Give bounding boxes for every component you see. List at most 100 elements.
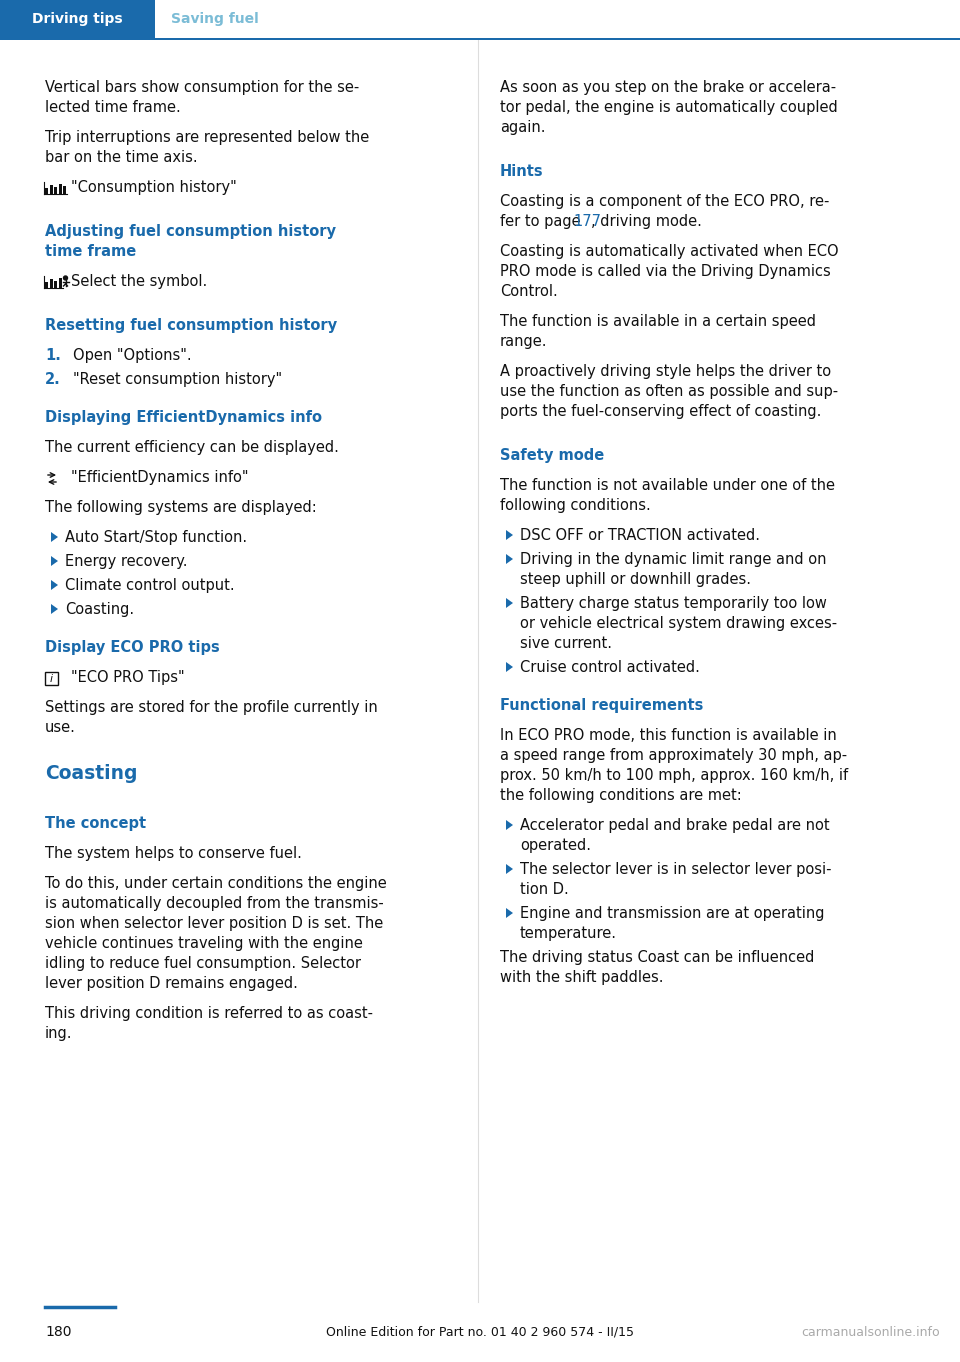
Bar	[0, 0, 155, 38]
Text: 1.: 1.	[45, 349, 60, 364]
Text: The function is not available under one of the: The function is not available under one …	[500, 478, 835, 493]
Polygon shape	[506, 662, 513, 671]
Polygon shape	[51, 580, 58, 590]
Polygon shape	[506, 864, 513, 874]
Text: use.: use.	[45, 720, 76, 735]
Text: Coasting is a component of the ECO PRO, re-: Coasting is a component of the ECO PRO, …	[500, 193, 829, 208]
Bar	[54, 187, 57, 193]
Text: Resetting fuel consumption history: Resetting fuel consumption history	[45, 317, 337, 332]
Text: The driving status Coast can be influenced: The driving status Coast can be influenc…	[500, 951, 814, 966]
Text: sive current.: sive current.	[520, 636, 612, 651]
Bar	[54, 281, 57, 287]
Text: The system helps to conserve fuel.: The system helps to conserve fuel.	[45, 846, 301, 861]
Bar	[59, 278, 61, 287]
Text: 177: 177	[573, 214, 601, 229]
Text: Energy recovery.: Energy recovery.	[65, 554, 187, 569]
Text: ports the fuel-conserving effect of coasting.: ports the fuel-conserving effect of coas…	[500, 405, 822, 419]
Bar	[63, 187, 66, 193]
Text: PRO mode is called via the Driving Dynamics: PRO mode is called via the Driving Dynam…	[500, 264, 830, 279]
Text: vehicle continues traveling with the engine: vehicle continues traveling with the eng…	[45, 936, 363, 951]
Text: Climate control output.: Climate control output.	[65, 577, 234, 592]
Text: following conditions.: following conditions.	[500, 498, 651, 513]
Text: prox. 50 km/h to 100 mph, approx. 160 km/h, if: prox. 50 km/h to 100 mph, approx. 160 km…	[500, 768, 848, 783]
Text: tor pedal, the engine is automatically coupled: tor pedal, the engine is automatically c…	[500, 99, 838, 114]
Text: 2.: 2.	[45, 372, 60, 387]
Polygon shape	[506, 908, 513, 918]
Text: This driving condition is referred to as coast-: This driving condition is referred to as…	[45, 1007, 373, 1022]
Text: Engine and transmission are at operating: Engine and transmission are at operating	[520, 906, 825, 921]
Text: Settings are stored for the profile currently in: Settings are stored for the profile curr…	[45, 700, 377, 715]
Bar	[45, 671, 58, 685]
Bar	[45, 282, 48, 287]
Text: The current efficiency can be displayed.: The current efficiency can be displayed.	[45, 440, 339, 455]
Text: The following systems are displayed:: The following systems are displayed:	[45, 500, 317, 515]
Text: Select the symbol.: Select the symbol.	[71, 274, 207, 289]
Polygon shape	[506, 598, 513, 607]
Text: "ECO PRO Tips": "ECO PRO Tips"	[71, 670, 184, 685]
Text: Hints: Hints	[500, 163, 543, 178]
Text: Vertical bars show consumption for the se-: Vertical bars show consumption for the s…	[45, 80, 359, 95]
Text: Adjusting fuel consumption history: Adjusting fuel consumption history	[45, 223, 336, 238]
Polygon shape	[51, 533, 58, 542]
Text: Safety mode: Safety mode	[500, 448, 604, 463]
Text: "EfficientDynamics info": "EfficientDynamics info"	[71, 470, 249, 485]
Text: is automatically decoupled from the transmis-: is automatically decoupled from the tran…	[45, 896, 384, 911]
Polygon shape	[506, 554, 513, 564]
Text: lected time frame.: lected time frame.	[45, 99, 180, 114]
Text: , driving mode.: , driving mode.	[591, 214, 702, 229]
Text: To do this, under certain conditions the engine: To do this, under certain conditions the…	[45, 876, 387, 891]
Text: or vehicle electrical system drawing exces-: or vehicle electrical system drawing exc…	[520, 616, 837, 631]
Text: range.: range.	[500, 334, 547, 349]
Text: Coasting is automatically activated when ECO: Coasting is automatically activated when…	[500, 244, 839, 259]
Text: i: i	[50, 674, 53, 684]
Text: with the shift paddles.: with the shift paddles.	[500, 970, 663, 985]
Polygon shape	[506, 530, 513, 539]
Text: Cruise control activated.: Cruise control activated.	[520, 661, 700, 676]
Text: time frame: time frame	[45, 244, 136, 259]
Text: A proactively driving style helps the driver to: A proactively driving style helps the dr…	[500, 364, 831, 379]
Text: bar on the time axis.: bar on the time axis.	[45, 150, 198, 165]
Text: Trip interruptions are represented below the: Trip interruptions are represented below…	[45, 129, 370, 144]
Text: lever position D remains engaged.: lever position D remains engaged.	[45, 977, 298, 992]
Text: Functional requirements: Functional requirements	[500, 697, 704, 712]
Bar	[0, 38, 960, 39]
Text: As soon as you step on the brake or accelera-: As soon as you step on the brake or acce…	[500, 80, 836, 95]
Polygon shape	[506, 820, 513, 829]
Text: carmanualsonline.info: carmanualsonline.info	[802, 1325, 940, 1339]
Text: Coasting.: Coasting.	[65, 602, 134, 617]
Polygon shape	[51, 603, 58, 614]
Text: Coasting: Coasting	[45, 764, 137, 783]
Text: The function is available in a certain speed: The function is available in a certain s…	[500, 315, 816, 330]
Text: Saving fuel: Saving fuel	[171, 12, 259, 26]
Bar	[50, 279, 53, 287]
Text: steep uphill or downhill grades.: steep uphill or downhill grades.	[520, 572, 751, 587]
Text: Displaying EfficientDynamics info: Displaying EfficientDynamics info	[45, 410, 322, 425]
Text: use the function as often as possible and sup-: use the function as often as possible an…	[500, 384, 838, 399]
Bar	[0, 0, 960, 38]
Text: The concept: The concept	[45, 816, 146, 831]
Text: "Reset consumption history": "Reset consumption history"	[73, 372, 282, 387]
Text: sion when selector lever position D is set. The: sion when selector lever position D is s…	[45, 917, 383, 932]
Bar	[59, 184, 61, 193]
Text: tion D.: tion D.	[520, 883, 568, 898]
Text: idling to reduce fuel consumption. Selector: idling to reduce fuel consumption. Selec…	[45, 956, 361, 971]
Text: again.: again.	[500, 120, 545, 135]
Text: Battery charge status temporarily too low: Battery charge status temporarily too lo…	[520, 597, 827, 612]
Text: "Consumption history": "Consumption history"	[71, 180, 237, 195]
Text: the following conditions are met:: the following conditions are met:	[500, 789, 742, 804]
Text: In ECO PRO mode, this function is available in: In ECO PRO mode, this function is availa…	[500, 729, 837, 744]
Text: ing.: ing.	[45, 1026, 73, 1041]
Text: The selector lever is in selector lever posi-: The selector lever is in selector lever …	[520, 862, 831, 877]
Circle shape	[63, 276, 67, 281]
Bar	[45, 188, 48, 193]
Text: Display ECO PRO tips: Display ECO PRO tips	[45, 640, 220, 655]
Text: Accelerator pedal and brake pedal are not: Accelerator pedal and brake pedal are no…	[520, 819, 829, 834]
Text: Driving tips: Driving tips	[33, 12, 123, 26]
Polygon shape	[51, 556, 58, 567]
Text: Auto Start/Stop function.: Auto Start/Stop function.	[65, 530, 247, 545]
Text: temperature.: temperature.	[520, 926, 617, 941]
Text: fer to page: fer to page	[500, 214, 586, 229]
Text: operated.: operated.	[520, 838, 591, 853]
Text: Online Edition for Part no. 01 40 2 960 574 - II/15: Online Edition for Part no. 01 40 2 960 …	[326, 1325, 634, 1339]
Text: a speed range from approximately 30 mph, ap-: a speed range from approximately 30 mph,…	[500, 748, 847, 763]
